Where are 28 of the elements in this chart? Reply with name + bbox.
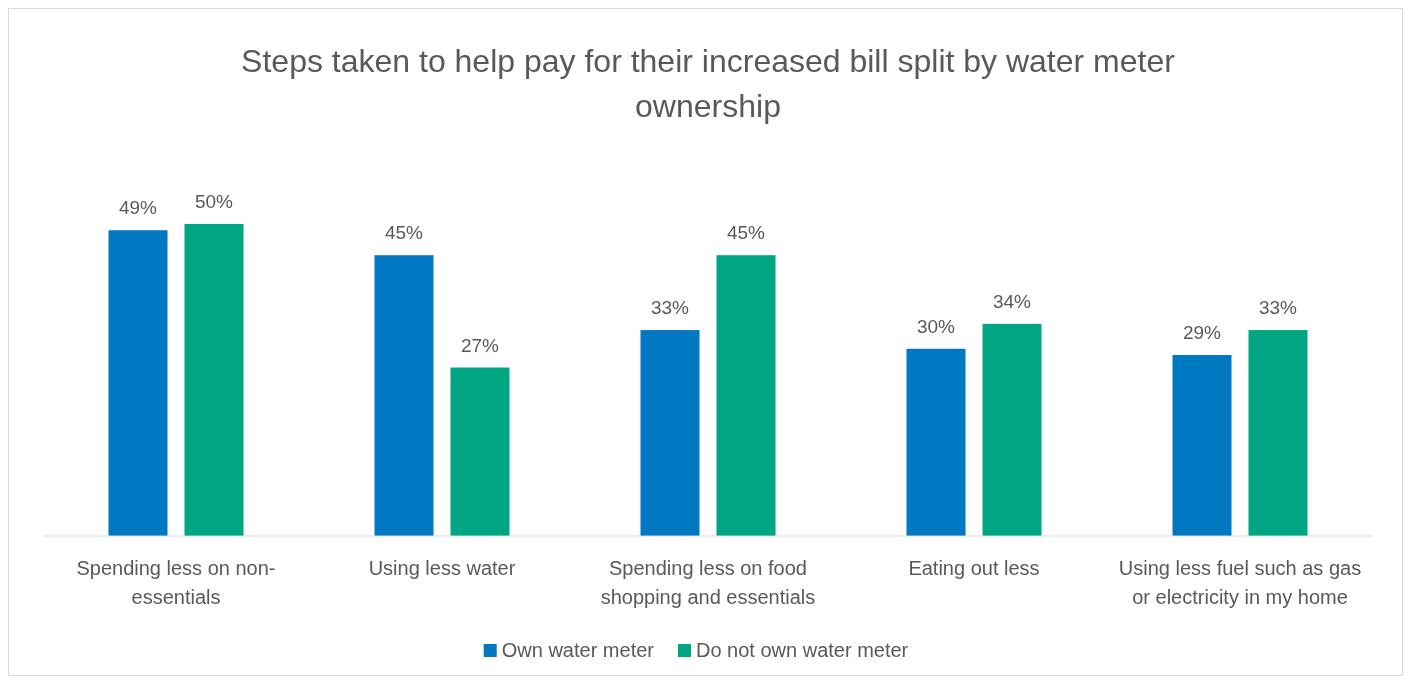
data-label: 27% [460,334,500,356]
chart-title: Steps taken to help pay for their increased bill split by water meter ownership [241,43,1176,124]
legend-label: Do not own water meter [695,639,909,661]
x-tick-label: Using less fuel such as gas or electricity in my home [1118,557,1362,608]
data-label: 49% [118,197,158,219]
bar [374,255,434,536]
bar [184,224,244,536]
bar [1248,330,1308,536]
data-label: 50% [194,191,234,212]
bar [450,367,510,536]
bar [716,255,776,536]
x-tick-label: Using less water [368,557,516,579]
bar [640,330,700,536]
x-tick-label: Spending less on food shopping and essentials [600,557,816,608]
data-label: 45% [726,222,766,244]
bar [108,230,168,536]
legend-label: Own water meter [501,639,655,661]
data-label: 30% [916,315,956,337]
data-label: 45% [384,222,424,244]
data-label: 33% [650,297,690,319]
data-label: 34% [992,290,1032,312]
bar [1172,355,1232,536]
data-label: 29% [1182,322,1222,344]
data-label: 33% [1258,297,1298,319]
x-tick-label: Spending less on non-essentials [76,557,276,608]
x-tick-label: Eating out less [908,557,1040,579]
bar [906,348,966,536]
bar [982,323,1042,536]
